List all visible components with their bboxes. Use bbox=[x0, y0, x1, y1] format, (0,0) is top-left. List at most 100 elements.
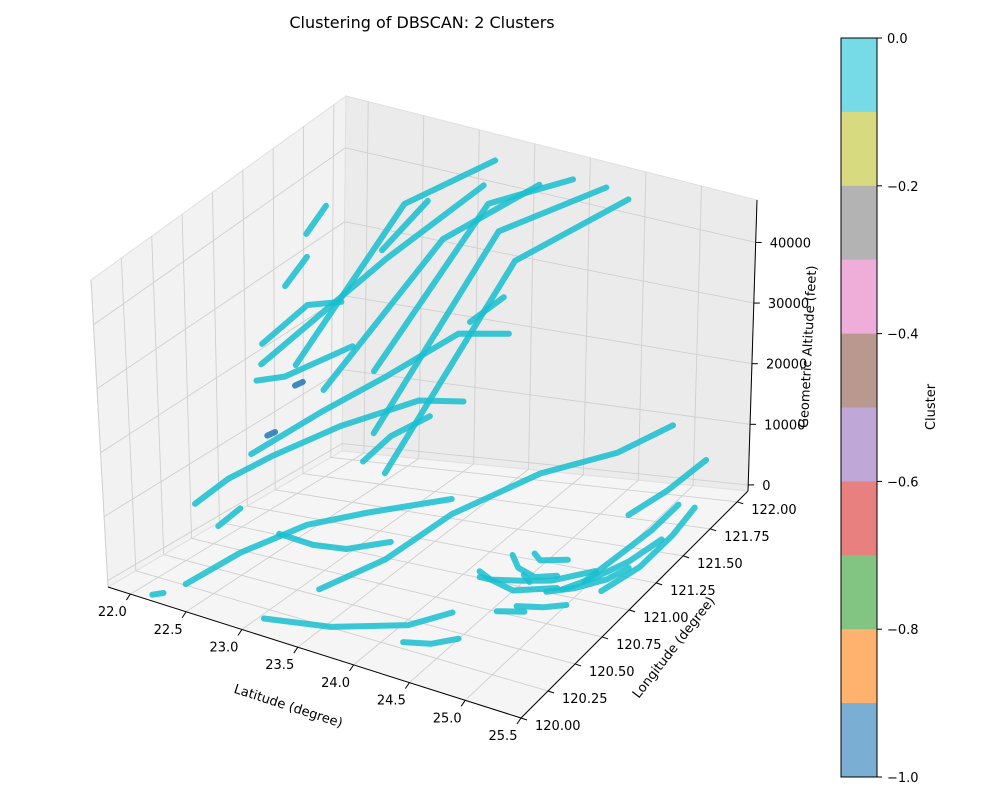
colorbar-segment bbox=[841, 111, 877, 187]
cluster-0-track bbox=[260, 609, 456, 630]
cluster-0-track bbox=[292, 157, 499, 369]
cluster-0-track bbox=[316, 422, 676, 593]
grid-line-y-floor bbox=[163, 554, 576, 665]
grid-line-x-back bbox=[692, 185, 702, 486]
cluster-0-track bbox=[467, 294, 507, 325]
x-tick-label: 23.5 bbox=[265, 658, 294, 673]
cluster-0-track bbox=[598, 504, 698, 595]
grid-line-y-left bbox=[242, 170, 248, 507]
grid-line-z-left bbox=[96, 221, 345, 390]
colorbar-segment bbox=[841, 555, 877, 630]
cluster-0-track bbox=[531, 550, 571, 564]
y-tick-label: 120.00 bbox=[535, 719, 581, 734]
colorbar-segment bbox=[841, 629, 877, 704]
cluster-0-track bbox=[259, 298, 345, 347]
cluster-0-track bbox=[543, 565, 632, 595]
z-axis-line bbox=[747, 199, 758, 492]
cluster-0-track bbox=[581, 501, 682, 585]
cluster-0-track bbox=[371, 176, 576, 375]
cluster-0-track bbox=[493, 608, 528, 615]
colorbar-label: Cluster bbox=[924, 383, 939, 430]
colorbar-segment bbox=[841, 703, 877, 778]
z-tick-label: 30000 bbox=[768, 297, 809, 312]
cluster-0-track bbox=[559, 536, 665, 593]
y-tick-mark bbox=[655, 582, 663, 586]
x-tick-mark bbox=[125, 593, 131, 601]
cluster-0-track bbox=[149, 590, 167, 598]
colorbar-segment bbox=[841, 185, 877, 261]
y-tick-label: 121.75 bbox=[724, 530, 770, 545]
y-tick-label: 121.50 bbox=[697, 557, 743, 572]
cluster-0-track bbox=[320, 181, 543, 393]
y-tick-label: 121.00 bbox=[643, 611, 689, 626]
grid-line-z-back bbox=[343, 295, 753, 365]
cluster-0-track bbox=[370, 184, 610, 437]
cluster-0-track bbox=[253, 343, 356, 384]
colorbar-tick-label: −0.4 bbox=[887, 328, 919, 343]
cluster-0-track bbox=[625, 457, 710, 518]
y-tick-mark bbox=[547, 690, 555, 694]
z-tick-label: 0 bbox=[762, 479, 770, 494]
grid-line-x-back bbox=[637, 171, 647, 481]
data-tracks bbox=[149, 157, 710, 647]
x-tick-label: 24.5 bbox=[377, 694, 406, 709]
y-tick-mark bbox=[628, 609, 636, 613]
z-tick-label: 40000 bbox=[770, 236, 811, 251]
y-tick-label: 121.25 bbox=[670, 584, 716, 599]
colorbar-segment bbox=[841, 259, 877, 335]
grid-line-z-left bbox=[107, 443, 343, 581]
x-tick-label: 25.0 bbox=[433, 711, 462, 726]
x-tick-label: 22.0 bbox=[98, 605, 127, 620]
cluster-0-track bbox=[276, 530, 394, 552]
x-tick-mark bbox=[349, 664, 354, 672]
grid-line-y-floor bbox=[135, 570, 549, 692]
grid-line-x-back bbox=[528, 143, 536, 470]
grid-line-y-left bbox=[90, 279, 109, 588]
colorbar-tick-label: −0.2 bbox=[887, 180, 919, 195]
colorbar-tick-label: −1.0 bbox=[887, 771, 919, 786]
colorbar-segment bbox=[841, 407, 877, 482]
cluster-0-track bbox=[182, 496, 455, 588]
colorbar-segment bbox=[841, 481, 877, 556]
colorbar-tick-label: −0.8 bbox=[887, 623, 919, 638]
x-tick-label: 24.0 bbox=[321, 676, 350, 691]
x-tick-mark bbox=[237, 629, 243, 636]
y-tick-mark bbox=[682, 555, 690, 559]
y-tick-mark bbox=[737, 501, 744, 505]
colorbar-tick-label: −0.6 bbox=[887, 475, 919, 490]
grid-line-y-left bbox=[302, 126, 304, 474]
grid-line-y-left bbox=[151, 236, 165, 555]
cluster--1-track bbox=[264, 429, 279, 439]
cluster-0-track bbox=[192, 397, 467, 507]
grid-line-x-back bbox=[473, 129, 480, 464]
y-tick-mark bbox=[601, 636, 609, 640]
grid-line-y-floor bbox=[275, 489, 684, 557]
x-tick-label: 22.5 bbox=[154, 623, 183, 638]
x-axis-line bbox=[107, 586, 522, 719]
y-tick-label: 120.25 bbox=[562, 692, 608, 707]
x-tick-label: 25.5 bbox=[489, 729, 518, 744]
y-tick-mark bbox=[520, 717, 528, 721]
colorbar-segment bbox=[841, 333, 877, 408]
z-axis-label: Geometric Altitude (feet) bbox=[797, 265, 820, 428]
grid-line-y-left bbox=[181, 214, 193, 539]
z-tick-label: 20000 bbox=[766, 358, 807, 373]
x-tick-mark bbox=[404, 682, 410, 689]
y-tick-label: 120.50 bbox=[589, 665, 635, 680]
x-tick-mark bbox=[460, 700, 466, 707]
y-tick-mark bbox=[574, 663, 582, 667]
x-tick-mark bbox=[181, 611, 187, 619]
y-tick-mark bbox=[710, 528, 717, 532]
chart-title: Clustering of DBSCAN: 2 Clusters bbox=[289, 13, 554, 32]
cluster-0-track bbox=[476, 568, 561, 594]
grid-line-x-back bbox=[582, 157, 591, 475]
grid-line-z-left bbox=[103, 369, 344, 518]
grid-line-z-back bbox=[345, 147, 756, 243]
cluster-0-track bbox=[215, 505, 244, 530]
cluster-0-track bbox=[303, 202, 329, 237]
axes: 22.0 22.5 23.0 23.5 24.0 24.5 25.0 25.5 120.00 12… bbox=[98, 199, 811, 744]
cluster-0-track bbox=[282, 253, 310, 290]
colorbar-segment bbox=[841, 38, 877, 113]
colorbar-tick-label: 0.0 bbox=[887, 32, 908, 47]
